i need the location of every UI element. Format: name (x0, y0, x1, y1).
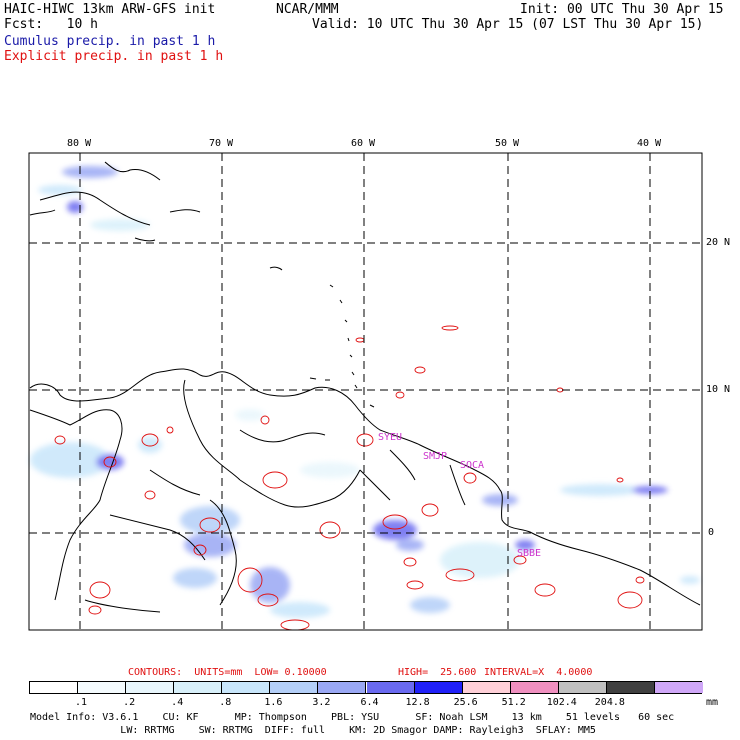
explicit-legend: Explicit precip. in past 1 h (4, 49, 224, 64)
colorbar-tick-label: 204.8 (594, 697, 625, 708)
colorbar-tick-label: 102.4 (546, 697, 577, 708)
colorbar-cell (78, 682, 127, 693)
colorbar-cell (606, 682, 655, 693)
station-soca: SOCA (460, 460, 485, 471)
colorbar-cell (366, 682, 415, 693)
lat-label-0: 0 (708, 527, 715, 538)
colorbar-tick-label: 51.2 (501, 697, 526, 708)
model-info-line2: LW: RRTMG SW: RRTMG DIFF: full KM: 2D Sm… (30, 725, 596, 736)
colorbar-tick-label: .4 (171, 697, 184, 708)
lat-label-10n: 10 N (706, 384, 731, 395)
station-smjp: SMJP (423, 451, 448, 462)
model-info-line1: Model Info: V3.6.1 CU: KF MP: Thompson P… (30, 712, 675, 723)
station-sbbe: SBBE (517, 548, 542, 559)
colorbar-tick-label: 25.6 (453, 697, 478, 708)
colorbar-tick-label: .2 (123, 697, 136, 708)
contours-high: HIGH= 25.600 (398, 667, 477, 678)
init-time: Init: 00 UTC Thu 30 Apr 15 (520, 2, 724, 17)
lon-label-60w: 60 W (351, 138, 376, 149)
colorbar-cell (222, 682, 271, 693)
forecast-hour: Fcst: 10 h (4, 17, 98, 32)
colorbar-tick-label: 3.2 (312, 697, 331, 708)
cumulus-precip-shading (30, 166, 700, 618)
colorbar-cell (510, 682, 559, 693)
map-frame (28, 152, 703, 631)
colorbar-unit: mm (706, 697, 719, 708)
colorbar-cell (558, 682, 607, 693)
lon-label-80w: 80 W (67, 138, 92, 149)
colorbar-cell (318, 682, 367, 693)
org-label: NCAR/MMM (276, 2, 339, 17)
contours-info: CONTOURS: UNITS=mm LOW= 0.10000 (128, 667, 327, 678)
model-title: HAIC-HIWC 13km ARW-GFS init (4, 2, 216, 17)
colorbar-tick-label: .8 (219, 697, 232, 708)
contours-interval: INTERVAL=X 4.0000 (484, 667, 593, 678)
island-chain (309, 284, 375, 408)
lon-label-40w: 40 W (637, 138, 662, 149)
colorbar-cell (174, 682, 223, 693)
lon-label-70w: 70 W (209, 138, 234, 149)
explicit-precip-contours (54, 325, 645, 631)
lat-label-20n: 20 N (706, 237, 731, 248)
graticule (29, 153, 702, 630)
colorbar-cell (270, 682, 319, 693)
colorbar-tick-label: 12.8 (405, 697, 430, 708)
colorbar-tick-label: .1 (75, 697, 88, 708)
valid-time: Valid: 10 UTC Thu 30 Apr 15 (07 LST Thu … (312, 17, 704, 32)
station-syeu: SYEU (378, 432, 403, 443)
colorbar-tick-label: 1.6 (264, 697, 283, 708)
colorbar-cell (30, 682, 79, 693)
coastlines (29, 161, 701, 613)
lon-label-50w: 50 W (495, 138, 520, 149)
colorbar-cell (654, 682, 703, 693)
colorbar-tick-label: 6.4 (360, 697, 379, 708)
colorbar (29, 681, 703, 694)
colorbar-cell (126, 682, 175, 693)
colorbar-cell (414, 682, 463, 693)
cumulus-legend: Cumulus precip. in past 1 h (4, 34, 216, 49)
colorbar-cell (462, 682, 511, 693)
